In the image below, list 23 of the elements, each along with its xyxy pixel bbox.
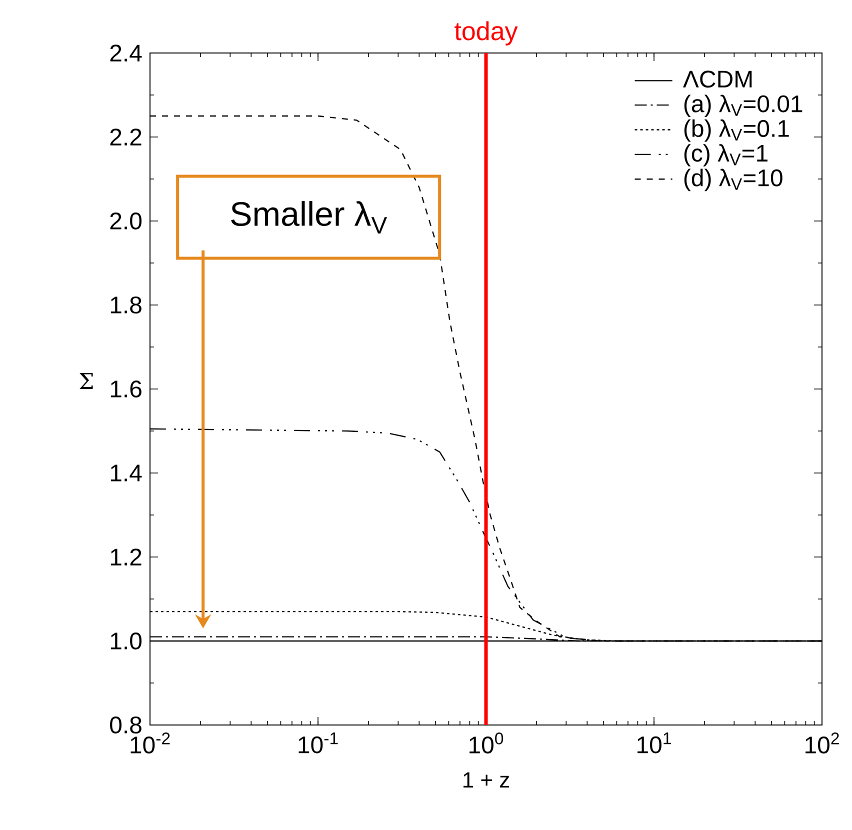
y-tick-label: 1.0 <box>110 632 142 650</box>
legend-label: ΛCDM <box>683 70 752 88</box>
y-tick-label: 0.8 <box>110 716 142 734</box>
ref-line-label: today <box>454 21 518 46</box>
legend-label: (b) λ$_{V}$=0.1 <box>684 119 789 142</box>
y-tick-label: 2.0 <box>110 212 142 230</box>
x-tick-label: 10$^{2}$ <box>806 732 839 754</box>
y-tick-label: 1.6 <box>110 380 142 398</box>
y-tick-label: 2.2 <box>110 128 142 146</box>
y-tick-label: 1.4 <box>110 464 142 482</box>
y-tick-label: 2.4 <box>110 44 142 62</box>
legend-label: (c) λ$_{V}$=1 <box>684 144 768 166</box>
x-tick-label: 10$^{-2}$ <box>130 732 170 754</box>
legend-label: (d) λ$_{V}$=10 <box>684 168 782 192</box>
annotation: Smaller λ$_{V}$ <box>231 201 388 234</box>
y-tick-label: 1.2 <box>110 548 142 566</box>
y-tick-label: 1.8 <box>110 296 142 314</box>
x-tick-label: 10$^{1}$ <box>638 732 671 754</box>
x-axis-title: 1 + z <box>464 772 510 788</box>
legend-label: (a) λ$_{V}$=0.01 <box>684 94 802 118</box>
y-axis-title: Σ <box>80 372 93 390</box>
x-tick-label: 10$^{-1}$ <box>298 732 338 754</box>
x-tick-label: 10$^{0}$ <box>470 732 504 754</box>
